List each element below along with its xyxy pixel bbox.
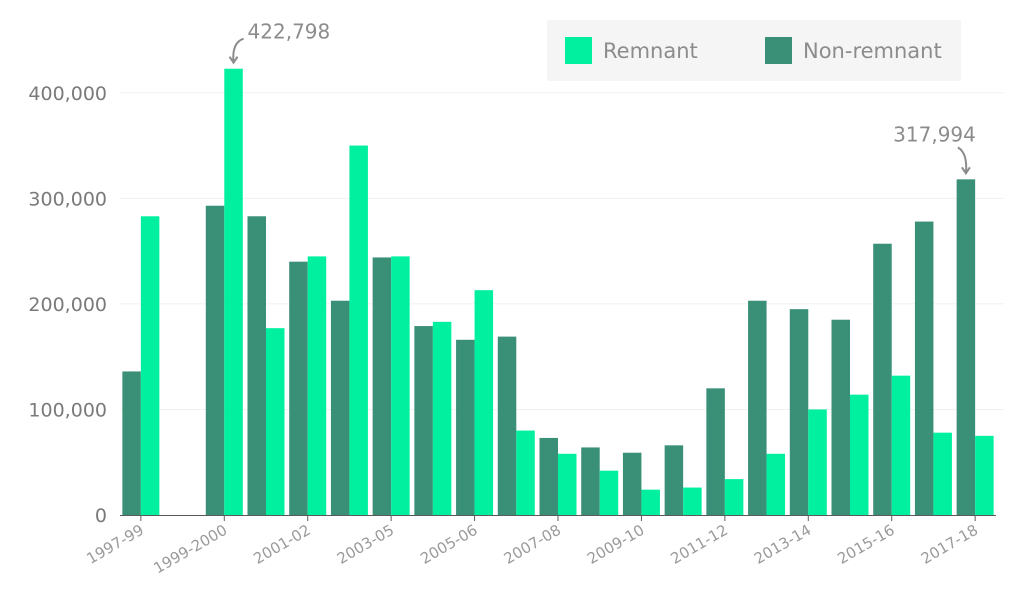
legend-swatch-non-remnant	[765, 37, 792, 64]
bar-non-remnant	[247, 216, 266, 515]
bar-non-remnant	[956, 179, 976, 515]
bar-remnant	[558, 453, 577, 515]
bar-non-remnant	[539, 437, 558, 515]
annotation-label: 422,798	[248, 20, 331, 44]
legend: Remnant Non-remnant	[547, 20, 961, 81]
x-tick-label: 1997-99	[84, 521, 147, 568]
annotations: 422,798 317,994	[228, 20, 976, 176]
bar-non-remnant	[622, 452, 642, 515]
legend-label-non-remnant: Non-remnant	[803, 39, 942, 63]
y-tick-label: 100,000	[28, 399, 107, 421]
bar-remnant	[808, 409, 827, 515]
bar-remnant	[140, 216, 160, 515]
annotation-arrowhead	[961, 166, 971, 176]
annotation-label: 317,994	[893, 122, 976, 146]
bar-remnant	[474, 290, 494, 515]
bar-remnant	[516, 430, 535, 515]
bar-non-remnant	[497, 336, 517, 515]
bar-remnant	[850, 394, 869, 515]
y-axis: 0 100,000 200,000 300,000 400,000	[28, 83, 107, 527]
bar-non-remnant	[289, 261, 308, 515]
y-tick-label: 200,000	[28, 294, 107, 316]
bar-non-remnant	[664, 445, 684, 515]
x-tick-label: 2005-06	[417, 521, 480, 568]
bar-non-remnant	[789, 309, 809, 515]
bar-remnant	[266, 328, 285, 515]
x-tick-label: 2009-10	[584, 521, 647, 568]
bar-remnant	[307, 256, 327, 515]
bar-remnant	[724, 479, 744, 515]
x-tick-label: 2011-12	[668, 521, 731, 568]
bar-remnant	[975, 435, 994, 515]
bar-remnant	[683, 487, 702, 515]
annotation-arrowhead	[228, 56, 239, 65]
bar-non-remnant	[831, 319, 850, 515]
x-tick-label: 1999-2000	[150, 521, 230, 577]
legend-label-remnant: Remnant	[603, 39, 698, 63]
bar-non-remnant	[456, 339, 475, 515]
y-tick-label: 400,000	[28, 83, 107, 105]
bar-non-remnant	[414, 326, 433, 515]
bar-non-remnant	[330, 300, 350, 515]
bar-remnant	[599, 470, 619, 515]
bar-remnant	[641, 489, 660, 515]
bar-non-remnant	[706, 388, 725, 515]
y-tick-label: 300,000	[28, 188, 107, 210]
bar-remnant	[224, 68, 243, 516]
bar-non-remnant	[914, 221, 934, 515]
x-tick-label: 2017-18	[918, 521, 981, 568]
x-tick-label: 2001-02	[250, 521, 313, 568]
x-axis: 1997-99 1999-2000 2001-02 2003-05 2005-06 200…	[84, 515, 996, 577]
bar-remnant	[766, 453, 786, 515]
bar-remnant	[891, 375, 911, 515]
bar-non-remnant	[748, 300, 767, 515]
x-tick-label: 2013-14	[751, 521, 814, 568]
legend-background	[547, 20, 961, 81]
bar-non-remnant	[581, 447, 600, 515]
bar-non-remnant	[873, 243, 892, 515]
bar-non-remnant	[205, 205, 225, 515]
bar-remnant	[933, 432, 952, 515]
annotation-arrow	[232, 37, 244, 63]
legend-swatch-remnant	[565, 37, 592, 64]
annotation-arrow	[957, 146, 968, 174]
x-tick-label: 2015-16	[834, 521, 897, 568]
bar-remnant	[391, 256, 410, 515]
bar-non-remnant	[122, 371, 141, 515]
y-tick-label: 0	[95, 505, 107, 527]
x-tick-label: 2003-05	[334, 521, 397, 568]
bar-remnant	[432, 321, 452, 515]
bars	[122, 68, 994, 516]
bar-non-remnant	[372, 257, 392, 515]
x-tick-label: 2007-08	[501, 521, 564, 568]
bar-remnant	[349, 145, 368, 515]
